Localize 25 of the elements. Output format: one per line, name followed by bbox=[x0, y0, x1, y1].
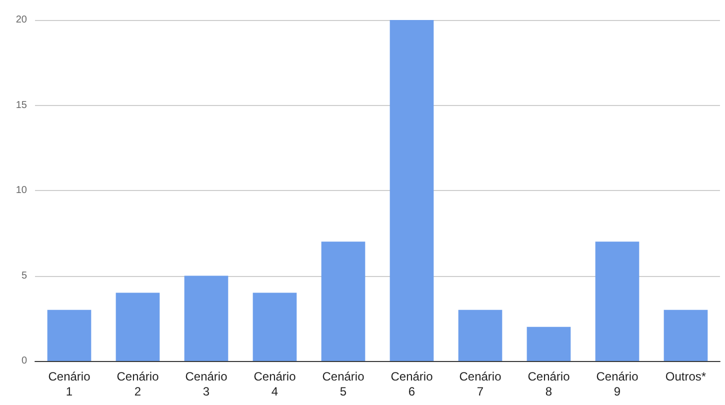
bar bbox=[664, 310, 708, 361]
bar bbox=[595, 242, 640, 361]
bar bbox=[47, 310, 92, 361]
bar bbox=[252, 292, 297, 361]
y-tick-label: 10 bbox=[16, 185, 28, 196]
y-tick-label: 5 bbox=[21, 270, 28, 282]
x-tick-label: Cenário 9 bbox=[596, 370, 639, 398]
y-tick-label: 0 bbox=[21, 356, 28, 366]
x-tick-label: Cenário 8 bbox=[528, 370, 570, 398]
x-tick-label: Cenário 6 bbox=[390, 370, 434, 398]
x-tick-label: Cenário 5 bbox=[322, 370, 365, 398]
bar bbox=[390, 20, 434, 361]
y-tick-label: 15 bbox=[16, 100, 28, 111]
x-tick-label: Cenário 4 bbox=[254, 370, 296, 398]
bar bbox=[458, 310, 502, 361]
bar bbox=[184, 276, 228, 361]
y-tick-label: 20 bbox=[16, 14, 28, 26]
x-tick-label: Cenário 7 bbox=[459, 370, 502, 398]
bar bbox=[526, 326, 571, 361]
x-tick-label: Cenário 2 bbox=[116, 370, 160, 398]
x-tick-label: Outros* bbox=[665, 370, 706, 384]
bar bbox=[321, 242, 366, 361]
x-tick-label: Cenário 3 bbox=[185, 370, 228, 398]
bar bbox=[116, 292, 160, 361]
x-tick-label: Cenário 1 bbox=[48, 370, 91, 398]
